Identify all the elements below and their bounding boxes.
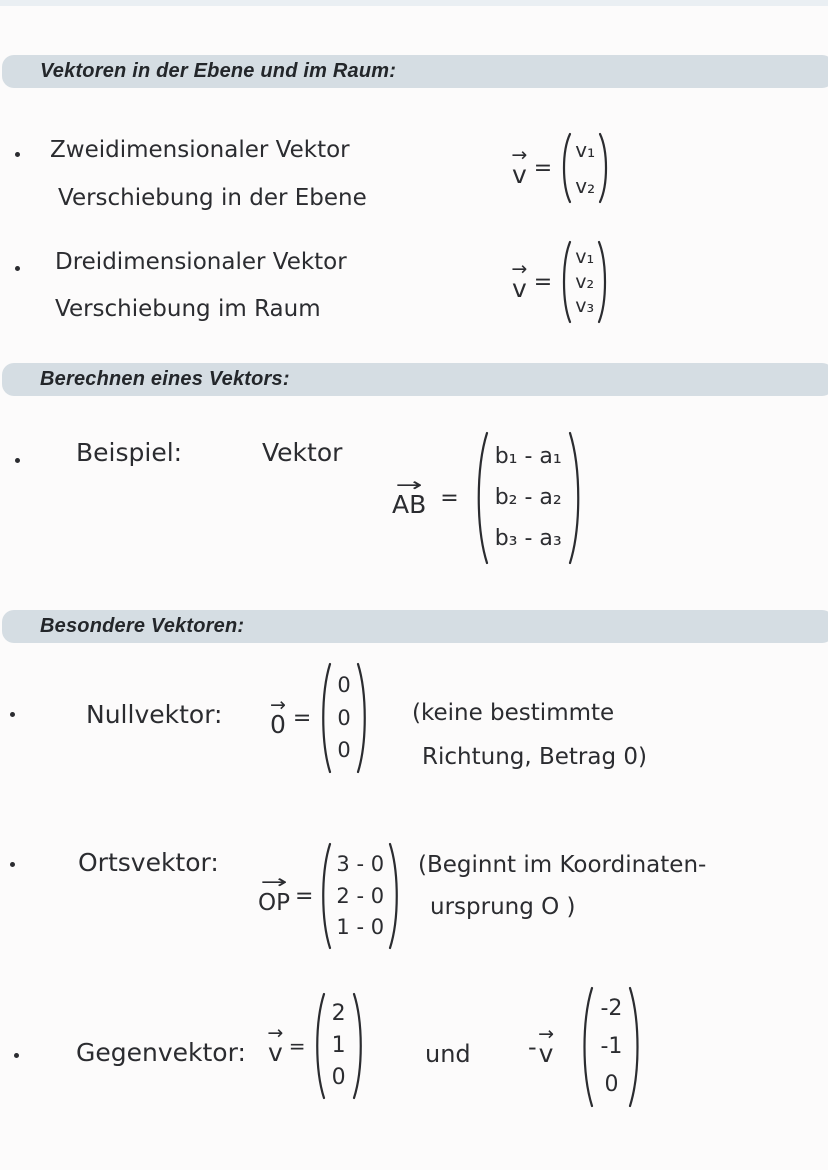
right-paren	[356, 662, 366, 774]
right-paren	[598, 240, 607, 324]
component: b₁ - a₁	[494, 444, 562, 469]
left-paren	[583, 986, 594, 1108]
column-vector-2d: v₁ v₂	[559, 131, 611, 205]
formula-vector-ab: → AB = b₁ - a₁ b₂ - a₂ b₃ - a₃	[392, 428, 584, 568]
left-paren	[563, 132, 572, 204]
vector-symbol-ab: → AB	[392, 473, 427, 519]
section-header-berechnen: Berechnen eines Vektors:	[2, 363, 828, 396]
column-vector-3d: v₁ v₂ v₃	[559, 239, 610, 325]
formula-nullvektor: → 0 = 0 0 0	[270, 660, 370, 776]
left-paren	[563, 240, 572, 324]
bullet-dot	[15, 152, 20, 157]
section-title: Berechnen eines Vektors:	[40, 368, 290, 390]
vector-arrow-icon: →	[260, 871, 288, 893]
nullvektor-note-line2: Richtung, Betrag 0)	[422, 744, 648, 770]
formula-3d-vector: → v = v₁ v₂ v₃	[511, 238, 610, 326]
vector-arrow-icon: →	[511, 257, 528, 280]
vector-arrow-icon: →	[395, 473, 423, 496]
beispiel-label: Beispiel:	[76, 438, 183, 467]
bullet-dot	[15, 266, 20, 271]
item1-line1: Zweidimensionaler Vektor	[50, 137, 350, 163]
bullet-dot	[10, 712, 15, 717]
component: b₃ - a₃	[494, 526, 562, 551]
left-paren	[315, 992, 325, 1100]
right-paren	[568, 431, 580, 565]
component: 3 - 0	[336, 852, 385, 876]
component: 0	[337, 673, 351, 697]
item2-line1: Dreidimensionaler Vektor	[55, 249, 347, 275]
right-paren	[598, 132, 608, 204]
column-vector-v: 2 1 0	[312, 991, 366, 1101]
item1-line2: Verschiebung in der Ebene	[58, 185, 367, 211]
component: 0	[604, 1072, 619, 1097]
component: -1	[600, 1034, 623, 1059]
left-paren	[477, 431, 488, 565]
equals-sign: =	[533, 155, 553, 181]
equals-sign: =	[292, 705, 312, 731]
equals-sign: =	[288, 1034, 306, 1058]
vector-symbol-v: → v	[511, 257, 528, 303]
formula-2d-vector: → v = v₁ v₂	[511, 130, 611, 206]
vector-symbol-v: → v	[267, 1021, 284, 1067]
vector-arrow-icon: →	[538, 1022, 555, 1045]
component: v₁	[575, 138, 596, 162]
component: 2	[331, 1001, 346, 1026]
bullet-dot	[10, 862, 15, 867]
section-header-besondere: Besondere Vektoren:	[2, 610, 828, 643]
bullet-dot	[14, 1053, 19, 1058]
component: 0	[337, 705, 351, 730]
component: 1 - 0	[336, 915, 385, 939]
component: v₃	[575, 295, 595, 317]
equals-sign: =	[440, 485, 459, 511]
section-header-vektoren: Vektoren in der Ebene und im Raum:	[2, 55, 828, 88]
formula-gegenvektor-v: → v = 2 1 0	[267, 990, 366, 1102]
component: b₂ - a₂	[494, 485, 562, 510]
section-title: Vektoren in der Ebene und im Raum:	[40, 60, 397, 82]
vector-symbol-op: → OP	[258, 871, 290, 916]
gegenvektor-label: Gegenvektor:	[76, 1038, 246, 1067]
vector-symbol-zero: → 0	[269, 693, 286, 739]
minus-sign: -	[528, 1033, 537, 1061]
column-vector-op: 3 - 0 2 - 0 1 - 0	[318, 841, 402, 951]
vektor-word: Vektor	[262, 438, 343, 467]
section-title: Besondere Vektoren:	[40, 615, 245, 637]
column-vector-b-minus-a: b₁ - a₁ b₂ - a₂ b₃ - a₃	[473, 430, 584, 566]
vector-arrow-icon: →	[267, 1021, 284, 1044]
component: v₁	[575, 246, 595, 268]
column-vector-zeros: 0 0 0	[318, 661, 369, 775]
ortsvektor-note-line2: ursprung O )	[430, 894, 576, 920]
bullet-dot	[15, 458, 20, 463]
equals-sign: =	[533, 269, 553, 295]
ortsvektor-note-line1: (Beginnt im Koordinaten-	[418, 852, 707, 878]
formula-gegenvektor-minus-v: - → v -2 -1 0	[528, 984, 643, 1110]
left-paren	[322, 662, 332, 774]
formula-ortsvektor: → OP = 3 - 0 2 - 0 1 - 0	[258, 840, 402, 952]
item2-line2: Verschiebung im Raum	[55, 296, 321, 322]
und-word: und	[425, 1040, 471, 1068]
component: v₂	[575, 174, 596, 198]
component: 0	[337, 738, 351, 762]
column-vector-minus-v: -2 -1 0	[579, 985, 643, 1109]
component: -2	[600, 996, 623, 1021]
component: 0	[331, 1065, 346, 1090]
left-paren	[322, 842, 332, 950]
nullvektor-note-line1: (keine bestimmte	[412, 700, 615, 726]
page-top-edge	[0, 0, 828, 6]
ortsvektor-label: Ortsvektor:	[78, 848, 219, 877]
right-paren	[388, 842, 398, 950]
nullvektor-label: Nullvektor:	[86, 700, 223, 729]
component: 1	[331, 1033, 346, 1058]
vector-symbol-v: → v	[538, 1022, 555, 1068]
right-paren	[352, 992, 362, 1100]
vector-symbol-v: → v	[511, 143, 528, 189]
component: 2 - 0	[336, 883, 385, 908]
equals-sign: =	[294, 883, 314, 909]
right-paren	[629, 986, 640, 1108]
vector-arrow-icon: →	[511, 143, 528, 166]
component: v₂	[575, 270, 595, 293]
vector-arrow-icon: →	[269, 693, 286, 716]
